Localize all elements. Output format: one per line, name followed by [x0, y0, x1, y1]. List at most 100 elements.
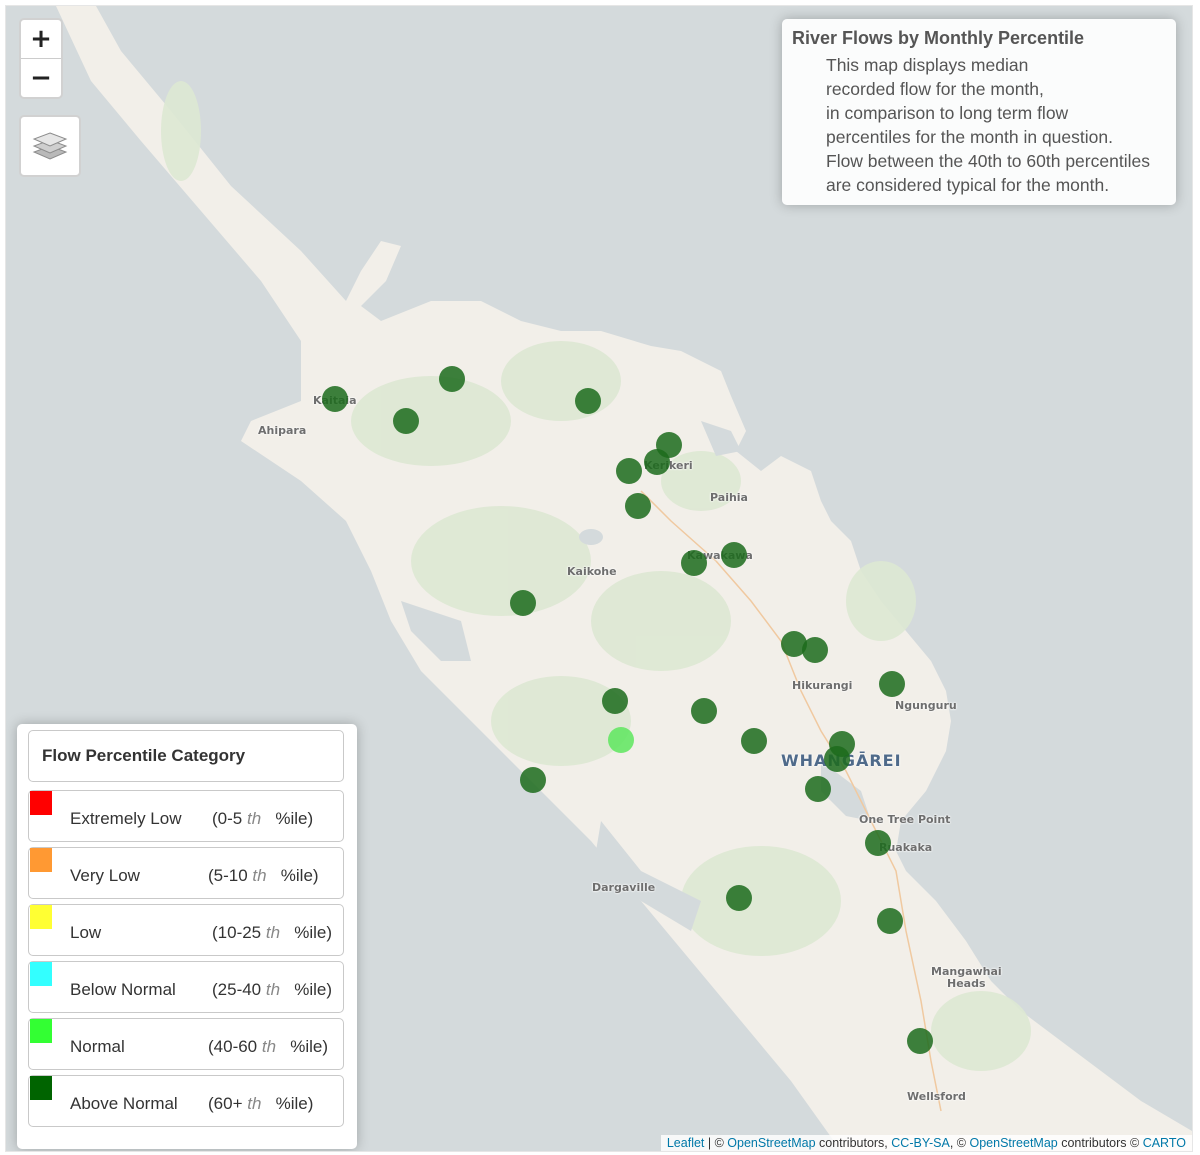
- legend-item-above-normal: Above Normal (60+ th %ile): [28, 1075, 344, 1127]
- legend-category-name: Low: [70, 923, 102, 942]
- license-link[interactable]: CC-BY-SA: [891, 1136, 950, 1150]
- place-label: Kaikohe: [567, 565, 617, 578]
- layers-icon: [32, 132, 68, 160]
- info-line: Flow between the 40th to 60th percentile…: [826, 151, 1150, 171]
- place-label: Dargaville: [592, 881, 656, 894]
- info-line: in comparison to long term flow: [826, 103, 1069, 123]
- zoom-control: + −: [19, 18, 63, 99]
- legend-range: (5-10 th %ile): [208, 866, 319, 886]
- legend-item-below-normal: Below Normal (25-40 th %ile): [28, 961, 344, 1013]
- legend-swatch: [30, 1076, 52, 1100]
- legend-range-close: %ile): [290, 1037, 329, 1056]
- legend-title: Flow Percentile Category: [28, 730, 344, 782]
- legend-item-extremely-low: Extremely Low (0-5 th %ile): [28, 790, 344, 842]
- legend-category-name: Normal: [70, 1037, 125, 1056]
- flow-site-marker-above-normal[interactable]: [575, 388, 601, 414]
- legend-item-very-low: Very Low (5-10 th %ile): [28, 847, 344, 899]
- leaflet-link[interactable]: Leaflet: [666, 1136, 705, 1150]
- legend-range-suffix: th: [252, 866, 267, 885]
- flow-site-marker-above-normal[interactable]: [644, 449, 670, 475]
- legend-swatch: [30, 962, 52, 986]
- info-line: percentiles for the month in question.: [826, 127, 1113, 147]
- flow-site-marker-above-normal[interactable]: [691, 698, 717, 724]
- legend-range: (25-40 th %ile): [212, 980, 332, 1000]
- place-label: Paihia: [710, 491, 748, 504]
- flow-site-marker-above-normal[interactable]: [625, 493, 651, 519]
- map-attribution: Leaflet | © OpenStreetMap contributors, …: [660, 1135, 1192, 1151]
- flow-site-marker-above-normal[interactable]: [721, 542, 747, 568]
- flow-site-marker-above-normal[interactable]: [616, 458, 642, 484]
- attribution-text: , ©: [949, 1136, 970, 1150]
- land-northland: [56, 6, 1192, 1151]
- info-title: River Flows by Monthly Percentile: [792, 28, 1085, 48]
- legend-range: (10-25 th %ile): [212, 923, 332, 943]
- legend-category-name: Above Normal: [70, 1094, 178, 1113]
- legend-range-suffix: th: [265, 980, 281, 999]
- legend-range-close: %ile): [294, 923, 333, 942]
- flow-site-marker-above-normal[interactable]: [602, 688, 628, 714]
- place-label: Mangawhai: [931, 965, 1002, 978]
- osm-link[interactable]: OpenStreetMap: [727, 1136, 816, 1150]
- legend-category-name: Very Low: [70, 866, 140, 885]
- legend-panel: Flow Percentile Category Extremely Low (0…: [17, 724, 357, 1149]
- flow-site-marker-above-normal[interactable]: [805, 776, 831, 802]
- legend-range: (40-60 th %ile): [208, 1037, 328, 1057]
- legend-range-suffix: th: [265, 923, 281, 942]
- legend-range-close: %ile): [280, 866, 319, 885]
- place-label: Hikurangi: [792, 679, 853, 692]
- legend-range-suffix: th: [261, 1037, 277, 1056]
- flow-site-marker-above-normal[interactable]: [322, 386, 348, 412]
- flow-site-marker-above-normal[interactable]: [726, 885, 752, 911]
- flow-site-marker-above-normal[interactable]: [879, 671, 905, 697]
- info-body: This map displays median recorded flow f…: [826, 53, 1166, 197]
- legend-swatch: [30, 1019, 52, 1043]
- attribution-text: | ©: [704, 1136, 728, 1150]
- zoom-out-button[interactable]: −: [30, 63, 52, 93]
- legend-range-open: (25-40: [212, 980, 262, 999]
- place-label: Ngunguru: [895, 699, 957, 712]
- legend-item-low: Low (10-25 th %ile): [28, 904, 344, 956]
- legend-swatch: [30, 848, 52, 872]
- legend-range-open: (0-5: [212, 809, 243, 828]
- legend-category-name: Below Normal: [70, 980, 176, 999]
- legend-swatch: [30, 905, 52, 929]
- flow-site-marker-above-normal[interactable]: [741, 728, 767, 754]
- flow-site-marker-above-normal[interactable]: [439, 366, 465, 392]
- flow-site-marker-above-normal[interactable]: [681, 550, 707, 576]
- legend-range-suffix: th: [247, 1094, 262, 1113]
- flow-site-marker-above-normal[interactable]: [802, 637, 828, 663]
- legend-item-normal: Normal (40-60 th %ile): [28, 1018, 344, 1070]
- place-label: Ahipara: [258, 424, 307, 437]
- flow-site-marker-above-normal[interactable]: [824, 746, 850, 772]
- info-line: This map displays median: [826, 55, 1029, 75]
- place-label: Heads: [947, 977, 986, 990]
- info-line: are considered typical for the month.: [826, 175, 1110, 195]
- info-panel: River Flows by Monthly Percentile This m…: [782, 19, 1176, 205]
- legend-range: (60+ th %ile): [208, 1094, 313, 1114]
- flow-site-marker-above-normal[interactable]: [393, 408, 419, 434]
- flow-site-marker-above-normal[interactable]: [907, 1028, 933, 1054]
- attribution-text: contributors,: [815, 1136, 892, 1150]
- flow-site-marker-above-normal[interactable]: [520, 767, 546, 793]
- map-container[interactable]: AhiparaKaitaiaKerikeriPaihiaKaikoheKawak…: [5, 5, 1193, 1152]
- flow-site-marker-above-normal[interactable]: [865, 830, 891, 856]
- legend-range-close: %ile): [275, 809, 314, 828]
- place-label: One Tree Point: [859, 813, 951, 826]
- legend-range-close: %ile): [275, 1094, 314, 1113]
- legend-range-open: (60+: [208, 1094, 243, 1113]
- legend-range: (0-5 th %ile): [212, 809, 313, 829]
- layers-button[interactable]: [19, 115, 81, 177]
- zoom-in-button[interactable]: +: [21, 20, 61, 59]
- flow-site-marker-above-normal[interactable]: [877, 908, 903, 934]
- place-label: Wellsford: [907, 1090, 966, 1103]
- legend-range-open: (5-10: [208, 866, 248, 885]
- legend-category-name: Extremely Low: [70, 809, 182, 828]
- legend-range-open: (10-25: [212, 923, 262, 942]
- flow-site-marker-normal[interactable]: [608, 727, 634, 753]
- info-line: recorded flow for the month,: [826, 79, 1044, 99]
- legend-swatch: [30, 791, 52, 815]
- carto-link[interactable]: CARTO: [1142, 1136, 1186, 1150]
- flow-site-marker-above-normal[interactable]: [510, 590, 536, 616]
- osm-link[interactable]: OpenStreetMap: [969, 1136, 1058, 1150]
- attribution-text: contributors ©: [1057, 1136, 1143, 1150]
